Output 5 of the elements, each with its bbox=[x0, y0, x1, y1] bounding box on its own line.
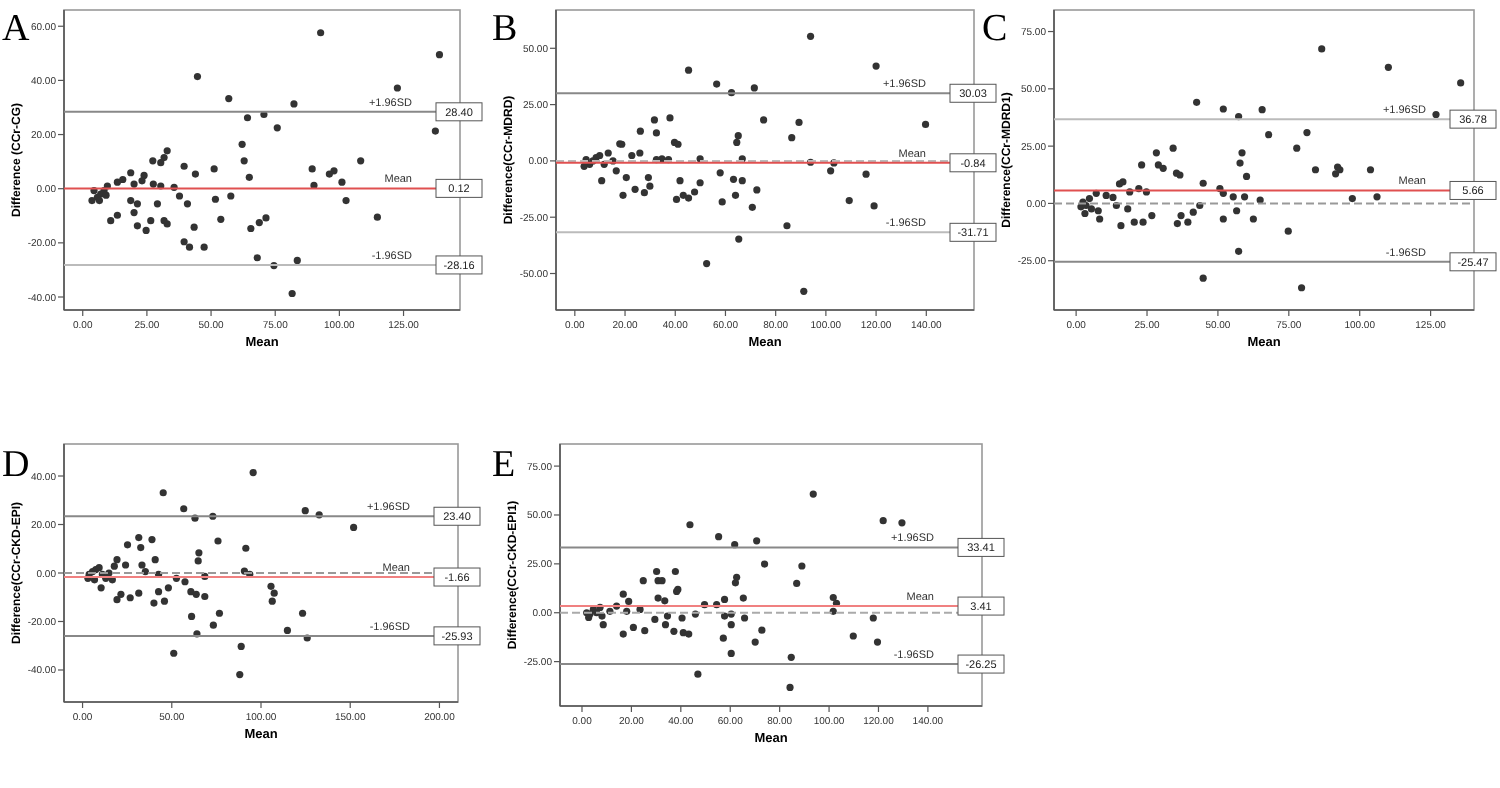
chart-title: A bbox=[2, 8, 30, 50]
chart-title: C bbox=[982, 8, 1008, 50]
chart-title: B bbox=[492, 8, 518, 50]
chart-title: D bbox=[2, 444, 30, 486]
chart-title: E bbox=[492, 444, 516, 486]
